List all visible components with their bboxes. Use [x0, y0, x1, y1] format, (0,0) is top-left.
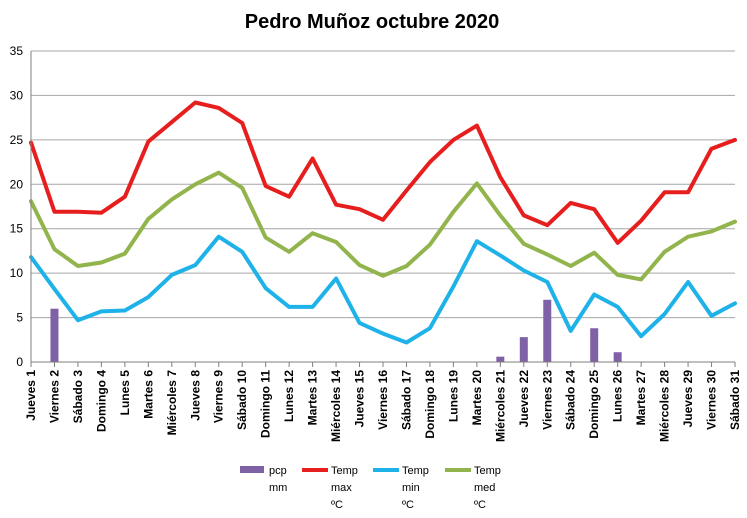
x-tick-label: Domingo 25: [587, 370, 601, 439]
precipitation-bar: [496, 356, 505, 362]
x-tick-label: Sábado 17: [399, 370, 413, 430]
y-tick-label: 5: [16, 311, 23, 325]
x-tick-label: Viernes 23: [540, 370, 554, 430]
x-tick-label: Sábado 10: [235, 370, 249, 430]
precipitation-bar: [543, 299, 552, 362]
precipitation-bar: [590, 328, 599, 362]
x-tick-label: Miércoles 14: [329, 370, 343, 442]
x-tick-label: Lunes 12: [282, 370, 296, 422]
legend-label: ºC: [474, 499, 486, 511]
legend-label: max: [331, 482, 352, 494]
x-tick-label: Viernes 9: [212, 370, 226, 423]
x-tick-label: Martes 20: [470, 370, 484, 426]
legend-item: pcp mm: [240, 465, 287, 494]
x-tick-label: Viernes 2: [47, 370, 61, 423]
x-tick-label: Miércoles 7: [165, 370, 179, 436]
precipitation-bar: [613, 352, 622, 362]
x-tick-label: Domingo 18: [423, 370, 437, 439]
x-tick-label: Miércoles 21: [493, 370, 507, 442]
precipitation-bars: [50, 299, 622, 362]
legend-label: Temp: [331, 465, 358, 477]
x-tick-label: Viernes 30: [705, 370, 719, 430]
y-axis-ticks: 0 5 10 15 20 25 30 35: [10, 44, 24, 369]
legend-item: Temp med ºC: [445, 465, 501, 511]
y-tick-label: 35: [10, 44, 24, 58]
legend-label: ºC: [402, 499, 414, 511]
y-tick-label: 15: [10, 222, 24, 236]
legend-label: Temp: [402, 465, 429, 477]
y-tick-label: 10: [10, 266, 24, 280]
x-tick-label: Jueves 29: [681, 370, 695, 428]
series-line-3: [29, 170, 737, 282]
legend-label: Temp: [474, 465, 501, 477]
legend-label: min: [402, 482, 420, 494]
x-tick-label: Jueves 22: [517, 370, 531, 428]
x-tick-label: Jueves 8: [188, 370, 202, 421]
x-tick-label: Domingo 11: [259, 370, 273, 438]
legend-label: med: [474, 482, 495, 494]
temperature-lines: [29, 100, 737, 345]
x-tick-label: Sábado 31: [728, 370, 742, 430]
x-tick-label: Viernes 16: [376, 370, 390, 430]
x-tick-label: Domingo 4: [94, 370, 108, 432]
legend-label: ºC: [331, 499, 343, 511]
legend: pcp mm Temp max ºC Temp min ºC Temp med ºC: [240, 465, 501, 511]
x-tick-label: Miércoles 28: [658, 370, 672, 442]
chart-title: Pedro Muñoz octubre 2020: [245, 11, 500, 33]
x-tick-label: Jueves 1: [24, 370, 38, 421]
x-tick-label: Martes 13: [306, 370, 320, 426]
x-tick-label: Martes 6: [141, 370, 155, 419]
legend-label: mm: [269, 482, 287, 494]
y-tick-label: 0: [16, 355, 23, 369]
legend-swatch: [240, 466, 264, 473]
x-tick-label: Lunes 5: [118, 370, 132, 416]
y-tick-label: 30: [10, 88, 24, 102]
precipitation-bar: [50, 308, 59, 362]
precipitation-bar: [519, 337, 528, 362]
legend-item: Temp min ºC: [373, 465, 429, 511]
x-tick-label: Sábado 24: [564, 370, 578, 430]
x-tick-label: Lunes 19: [446, 370, 460, 422]
y-tick-label: 25: [10, 133, 24, 147]
x-axis-ticks: Jueves 1 Viernes 2 Sábado 3 Domingo 4 Lunes …: [24, 370, 742, 442]
x-tick-label: Martes 27: [634, 370, 648, 426]
x-tick-label: Jueves 15: [353, 370, 367, 428]
series-line-1: [29, 100, 737, 245]
legend-label: pcp: [269, 465, 287, 477]
legend-item: Temp max ºC: [302, 465, 358, 511]
y-tick-label: 20: [10, 177, 24, 191]
axes: [30, 51, 736, 367]
series-line-2: [29, 234, 737, 345]
x-tick-label: Lunes 26: [611, 370, 625, 422]
x-tick-label: Sábado 3: [71, 370, 85, 424]
